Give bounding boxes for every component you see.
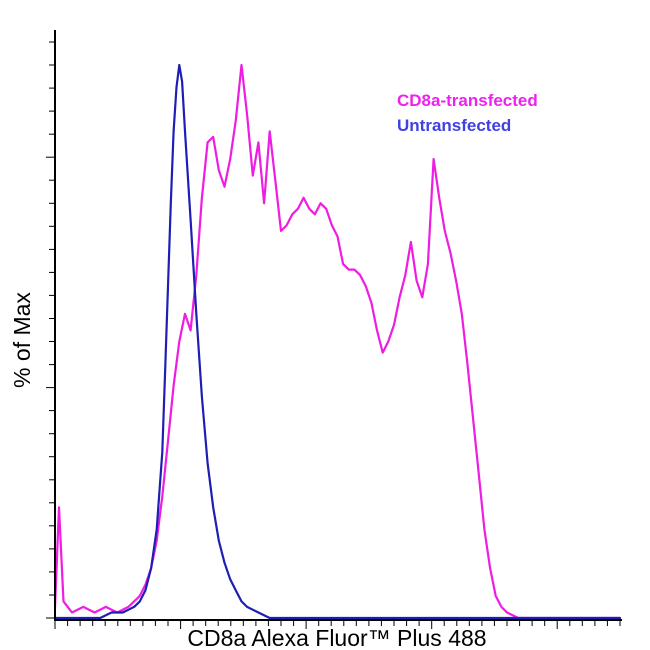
- legend-item-untransfected: Untransfected: [397, 116, 511, 135]
- y-axis-label: % of Max: [9, 292, 35, 388]
- x-axis-ticks: [54, 620, 621, 629]
- series-line-1: [53, 63, 622, 620]
- series-lines: [53, 63, 622, 620]
- x-axis-label: CD8a Alexa Fluor™ Plus 488: [187, 625, 486, 650]
- legend: CD8a-transfected Untransfected: [397, 91, 538, 135]
- legend-item-cd8a-transfected: CD8a-transfected: [397, 91, 538, 110]
- series-line-0: [53, 63, 622, 620]
- y-axis-ticks: [46, 41, 55, 619]
